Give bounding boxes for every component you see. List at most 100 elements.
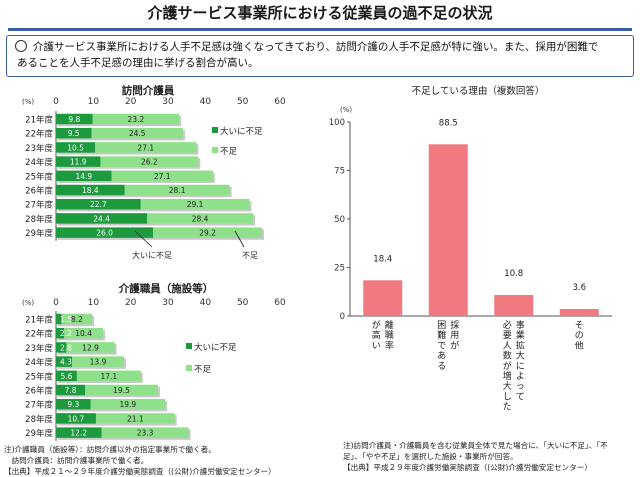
y-tick-label: 50: [334, 215, 345, 225]
bar-shortage: [101, 427, 189, 438]
data-label-shortage: 27.1: [154, 172, 171, 181]
bar-shortage: [72, 356, 124, 367]
summary-line-1: 介護サービス事業所における人手不足感は強くなってきており、訪問介護の人手不足感が…: [15, 39, 627, 55]
bar-shortage: [64, 327, 104, 339]
data-label-shortage: 23.3: [137, 429, 154, 438]
title-underline: [8, 28, 632, 31]
category-label-char: て: [516, 392, 525, 402]
category-label: 21年度: [25, 315, 53, 326]
category-label-char: よ: [516, 371, 525, 382]
data-label-severe: 10.5: [67, 143, 84, 152]
bar-severe-shortage: [56, 213, 148, 224]
x-tick-label: 20: [125, 97, 137, 107]
category-label: 23年度: [25, 143, 53, 154]
category-label-char: で: [437, 341, 446, 351]
data-label-severe: 26.0: [96, 229, 113, 238]
category-label: 21年度: [25, 115, 53, 126]
category-label-char: 数: [503, 350, 512, 362]
category-label-char: 困: [437, 320, 446, 331]
legend-label-severe: 大いに不足: [194, 342, 237, 353]
bar-shortage: [147, 213, 254, 224]
category-label-char: っ: [516, 382, 525, 392]
bar-severe-shortage: [56, 327, 65, 339]
bar-severe-shortage: [56, 398, 91, 410]
x-tick-label: 40: [200, 298, 212, 308]
category-label-char: 人: [503, 340, 512, 351]
category-label-char: る: [437, 361, 446, 372]
category-label-char: 採: [450, 319, 459, 331]
bar-severe-shortage: [56, 156, 101, 167]
category-label-char: 必: [503, 319, 512, 331]
category-label-char: 率: [385, 339, 394, 351]
category-label: 29年度: [25, 428, 53, 439]
bar-severe-shortage: [56, 384, 86, 396]
x-tick-label: 20: [125, 298, 137, 308]
annotation-shortage: 不足: [242, 251, 258, 260]
data-label: 10.8: [504, 269, 523, 279]
data-label-severe: 2.2: [60, 329, 72, 338]
annotation-pointer-shortage: [234, 230, 245, 248]
data-label-severe: 1.5: [60, 315, 72, 324]
bar-reason: [363, 280, 403, 316]
chart-title: 訪問介護員: [122, 84, 175, 97]
data-label-severe: 22.7: [90, 200, 107, 209]
data-label-shortage: 8.2: [71, 315, 83, 324]
bar-severe-shortage: [56, 342, 67, 353]
bar-severe-shortage: [56, 184, 125, 196]
y-tick-label: 0: [340, 312, 345, 322]
data-label-severe: 11.9: [70, 158, 87, 167]
data-label-severe: 2.8: [60, 343, 72, 352]
footnote-right-2: 足」、「やや不足」を選択した施設・事業所が回答。: [343, 452, 518, 461]
data-label-severe: 14.9: [75, 172, 92, 181]
category-label: 25年度: [25, 371, 53, 382]
category-label: 25年度: [25, 171, 53, 182]
bar-reason: [494, 295, 534, 316]
data-label-shortage: 19.5: [113, 386, 130, 395]
axis-unit-label: (%): [22, 299, 34, 307]
category-label-char: が: [450, 339, 459, 351]
category-label: 26年度: [25, 386, 53, 397]
data-label-severe: 4.3: [60, 358, 72, 367]
data-label-shortage: 12.9: [82, 343, 99, 352]
bar-severe-shortage: [56, 113, 93, 125]
bar-severe-shortage: [56, 413, 96, 424]
category-label-char: あ: [437, 351, 446, 362]
x-tick-label: 30: [162, 97, 174, 107]
category-label: 22年度: [25, 329, 53, 340]
data-label-shortage: 24.5: [129, 129, 146, 138]
category-label-char: が: [372, 319, 381, 331]
bar-shortage: [100, 156, 199, 167]
category-label: 28年度: [25, 414, 53, 425]
category-label: 29年度: [25, 228, 53, 239]
category-label-char: 大: [503, 380, 512, 392]
category-label-char: 大: [516, 350, 525, 362]
category-label: 26年度: [25, 186, 53, 197]
y-tick-label: 100: [329, 118, 345, 128]
bar-shortage: [95, 413, 175, 424]
category-label-char: 高: [372, 329, 381, 341]
legend-swatch-shortage: [186, 365, 192, 371]
data-label-shortage: 13.9: [90, 358, 107, 367]
data-label-shortage: 23.2: [128, 115, 145, 124]
x-tick-label: 10: [88, 97, 100, 107]
bar-shortage: [76, 370, 141, 382]
category-label: 23年度: [25, 343, 53, 354]
x-tick-label: 0: [53, 298, 59, 308]
bar-severe-shortage: [56, 127, 92, 139]
x-tick-label: 50: [237, 97, 249, 107]
footnote-right-1: 注)訪問介護員・介護職員を含む従業員全体で見た場合に、「大いに不足」、「不: [343, 441, 608, 450]
data-label-severe: 5.6: [60, 372, 72, 381]
category-label-char: 事: [516, 319, 525, 331]
category-label: 28年度: [25, 214, 53, 225]
bar-severe-shortage: [56, 356, 73, 367]
y-tick-label: 25: [334, 264, 345, 274]
circle-bullet-icon: [15, 40, 27, 52]
data-label-shortage: 28.4: [192, 214, 209, 223]
axis-unit-label: (%): [22, 98, 34, 106]
bar-shortage: [95, 142, 197, 153]
chart-title: 介護職員（施設等）: [118, 282, 214, 295]
bar-shortage: [153, 227, 263, 238]
data-label-shortage: 28.1: [169, 186, 186, 195]
bar-severe-shortage: [56, 370, 77, 382]
